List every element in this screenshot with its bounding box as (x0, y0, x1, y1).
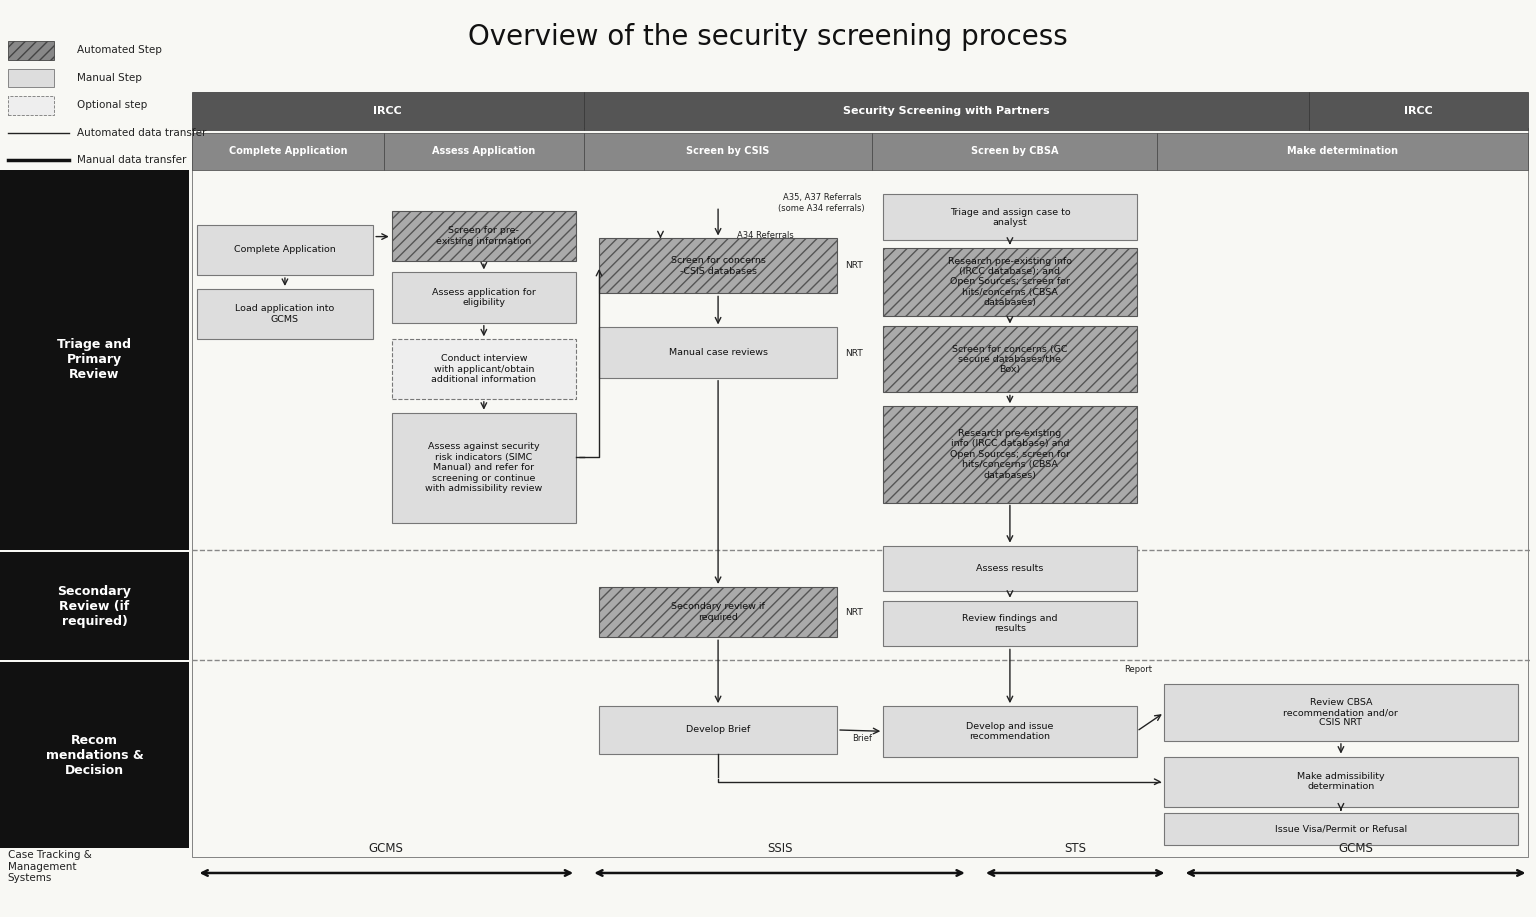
Text: Research pre-existing
info (IRCC database) and
Open Sources; screen for
hits/con: Research pre-existing info (IRCC databas… (949, 429, 1071, 480)
Text: Make admissibility
determination: Make admissibility determination (1296, 772, 1385, 791)
Text: Screen by CSIS: Screen by CSIS (687, 147, 770, 156)
Text: Overview of the security screening process: Overview of the security screening proce… (468, 23, 1068, 51)
Bar (584, 133, 872, 170)
Text: NRT: NRT (845, 608, 863, 617)
Bar (1164, 684, 1518, 741)
Bar (883, 248, 1137, 316)
Text: IRCC: IRCC (1404, 106, 1433, 116)
Bar (392, 413, 576, 523)
Bar (392, 272, 576, 323)
Text: Review findings and
results: Review findings and results (962, 613, 1058, 634)
Text: Optional step: Optional step (77, 101, 147, 110)
Text: NRT: NRT (845, 348, 863, 358)
Bar (883, 546, 1137, 591)
Text: Complete Application: Complete Application (233, 246, 336, 254)
Bar (392, 211, 576, 261)
Text: Screen by CBSA: Screen by CBSA (971, 147, 1058, 156)
Bar (8, 41, 54, 60)
Text: Load application into
GCMS: Load application into GCMS (235, 304, 335, 324)
Bar (883, 706, 1137, 757)
Text: Manual case reviews: Manual case reviews (668, 348, 768, 357)
Text: Brief: Brief (852, 734, 872, 743)
Text: Develop Brief: Develop Brief (687, 725, 750, 735)
Bar (599, 587, 837, 637)
Bar (192, 133, 384, 170)
Text: Screen for concerns (GC
secure databases/the
Box): Screen for concerns (GC secure databases… (952, 345, 1068, 374)
Text: Secondary
Review (if
required): Secondary Review (if required) (57, 585, 132, 627)
Bar (883, 601, 1137, 646)
Text: Security Screening with Partners: Security Screening with Partners (843, 106, 1049, 116)
Text: Automated Step: Automated Step (77, 46, 161, 55)
Text: Assess results: Assess results (977, 564, 1043, 573)
Bar (197, 289, 373, 339)
Text: Assess application for
eligibility: Assess application for eligibility (432, 288, 536, 307)
Text: Recom
mendations &
Decision: Recom mendations & Decision (46, 734, 143, 777)
Bar (1164, 757, 1518, 807)
Bar (384, 133, 584, 170)
Text: GCMS: GCMS (1338, 842, 1373, 855)
Text: Assess Application: Assess Application (432, 147, 536, 156)
Bar (584, 92, 1309, 130)
Text: Case Tracking &
Management
Systems: Case Tracking & Management Systems (8, 850, 92, 883)
Text: Triage and
Primary
Review: Triage and Primary Review (57, 338, 132, 381)
Text: Secondary review if
required: Secondary review if required (671, 602, 765, 622)
Bar (392, 339, 576, 399)
Bar (883, 194, 1137, 240)
Text: Conduct interview
with applicant/obtain
additional information: Conduct interview with applicant/obtain … (432, 354, 536, 384)
Text: Develop and issue
recommendation: Develop and issue recommendation (966, 722, 1054, 741)
Text: Assess against security
risk indicators (SIMC
Manual) and refer for
screening or: Assess against security risk indicators … (425, 442, 542, 493)
Text: A35, A37 Referrals
(some A34 referrals): A35, A37 Referrals (some A34 referrals) (779, 193, 865, 213)
Text: Complete Application: Complete Application (229, 147, 347, 156)
Text: A34 Referrals: A34 Referrals (737, 231, 794, 240)
Bar (1157, 133, 1528, 170)
Text: Make determination: Make determination (1287, 147, 1398, 156)
Text: Report: Report (1124, 665, 1152, 674)
Text: Review CBSA
recommendation and/or
CSIS NRT: Review CBSA recommendation and/or CSIS N… (1284, 698, 1398, 727)
Bar (872, 133, 1157, 170)
Bar (0, 170, 189, 550)
Text: Automated data transfer: Automated data transfer (77, 128, 206, 138)
Bar (0, 662, 189, 848)
Text: Manual data transfer: Manual data transfer (77, 156, 186, 165)
Bar (8, 69, 54, 87)
Bar (192, 128, 1528, 857)
Text: Triage and assign case to
analyst: Triage and assign case to analyst (949, 207, 1071, 227)
Bar (599, 327, 837, 378)
Text: SSIS: SSIS (766, 842, 793, 855)
Bar (883, 406, 1137, 503)
Text: IRCC: IRCC (373, 106, 402, 116)
Bar (599, 706, 837, 754)
Text: NRT: NRT (845, 261, 863, 271)
Text: STS: STS (1064, 842, 1086, 855)
Text: Research pre-existing info
(IRCC database); and
Open Sources; screen for
hits/co: Research pre-existing info (IRCC databas… (948, 257, 1072, 307)
Bar (883, 326, 1137, 392)
Bar (0, 552, 189, 660)
Bar (1309, 92, 1528, 130)
Bar (197, 225, 373, 275)
Text: Screen for pre-
existing information: Screen for pre- existing information (436, 226, 531, 246)
Bar (192, 92, 584, 130)
Bar (599, 238, 837, 293)
Text: Screen for concerns
-CSIS databases: Screen for concerns -CSIS databases (671, 256, 765, 276)
Text: GCMS: GCMS (369, 842, 404, 855)
Bar (8, 96, 54, 115)
Text: Manual Step: Manual Step (77, 73, 141, 83)
Bar (1164, 813, 1518, 845)
Text: Issue Visa/Permit or Refusal: Issue Visa/Permit or Refusal (1275, 825, 1407, 834)
